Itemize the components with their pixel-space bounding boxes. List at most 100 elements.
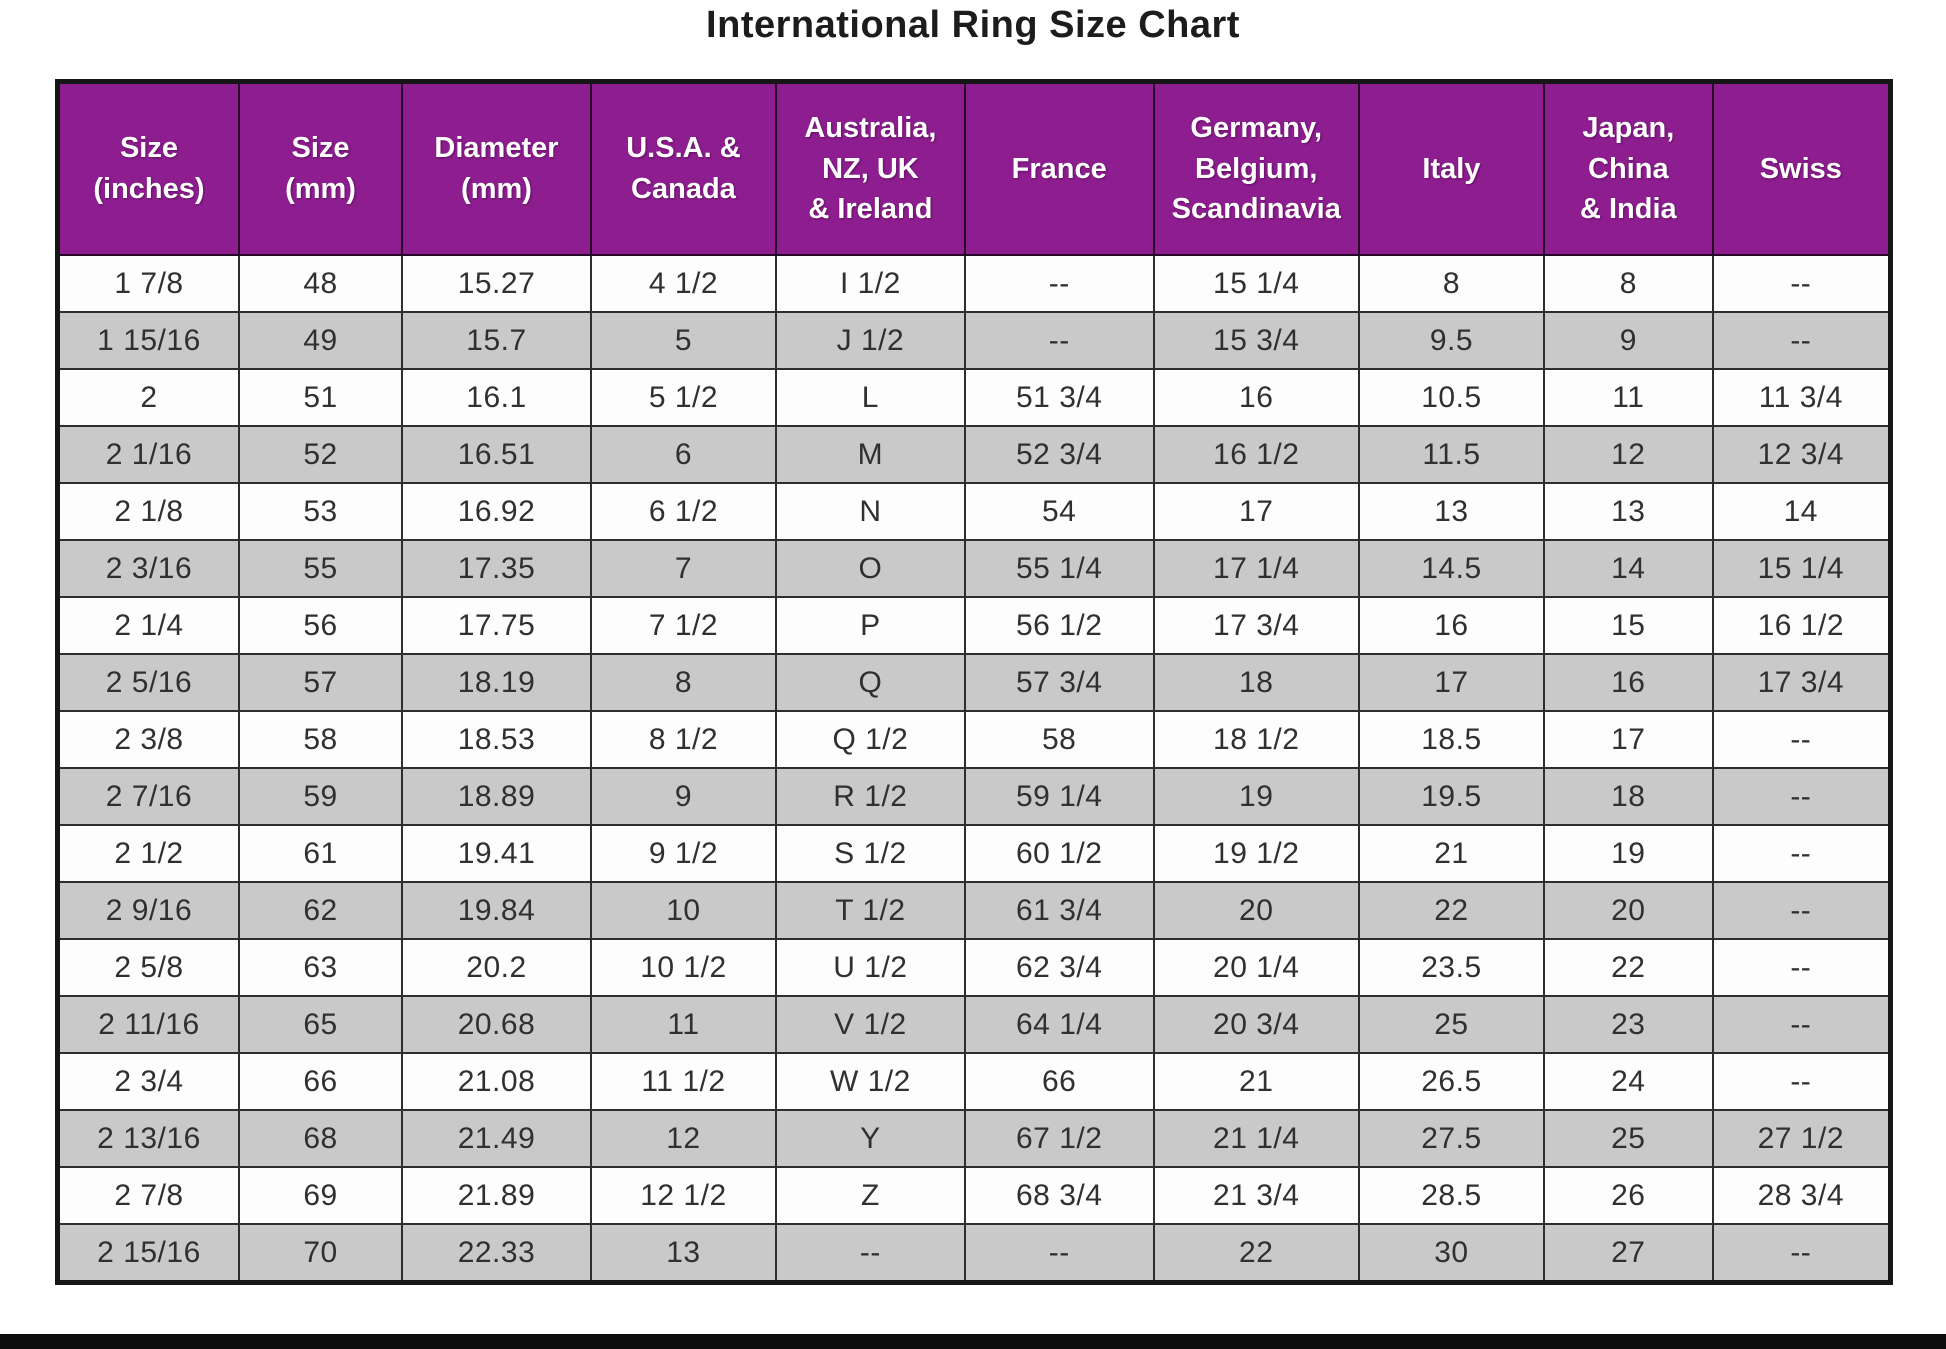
cell-r4-c2: 16.92 (401, 482, 592, 541)
cell-r0-c2: 15.27 (401, 254, 592, 313)
cell-r7-c7: 17 (1357, 653, 1546, 712)
cell-r4-c4: N (775, 482, 966, 541)
cell-r6-c3: 7 1/2 (589, 596, 778, 655)
column-header-4: Australia, NZ, UK & Ireland (775, 80, 966, 256)
cell-r11-c8: 20 (1543, 881, 1714, 940)
cell-r2-c2: 16.1 (401, 368, 592, 427)
cell-r5-c5: 55 1/4 (963, 539, 1155, 598)
cell-r0-c8: 8 (1543, 254, 1714, 313)
cell-r8-c9: -- (1711, 710, 1892, 769)
table-row-12: 2 5/8 63 20.2 10 1/2 U 1/2 62 3/4 20 1/4 23.5 22… (56, 938, 1892, 997)
cell-r16-c7: 28.5 (1357, 1166, 1546, 1225)
bottom-border-bar (0, 1334, 1946, 1349)
cell-r2-c4: L (775, 368, 966, 427)
cell-r11-c0: 2 9/16 (56, 881, 240, 940)
cell-r15-c0: 2 13/16 (56, 1109, 240, 1168)
column-header-7: Italy (1357, 80, 1546, 256)
cell-r4-c0: 2 1/8 (56, 482, 240, 541)
cell-r5-c0: 2 3/16 (56, 539, 240, 598)
cell-r8-c7: 18.5 (1357, 710, 1546, 769)
cell-r15-c2: 21.49 (401, 1109, 592, 1168)
cell-r6-c7: 16 (1357, 596, 1546, 655)
cell-r7-c9: 17 3/4 (1711, 653, 1892, 712)
cell-r6-c1: 56 (237, 596, 404, 655)
cell-r14-c3: 11 1/2 (589, 1052, 778, 1111)
cell-r15-c9: 27 1/2 (1711, 1109, 1892, 1168)
cell-r2-c0: 2 (56, 368, 240, 427)
cell-r5-c1: 55 (237, 539, 404, 598)
cell-r16-c9: 28 3/4 (1711, 1166, 1892, 1225)
cell-r13-c0: 2 11/16 (56, 995, 240, 1054)
cell-r16-c8: 26 (1543, 1166, 1714, 1225)
cell-r5-c9: 15 1/4 (1711, 539, 1892, 598)
cell-r16-c1: 69 (237, 1166, 404, 1225)
cell-r10-c2: 19.41 (401, 824, 592, 883)
cell-r15-c6: 21 1/4 (1152, 1109, 1360, 1168)
cell-r8-c3: 8 1/2 (589, 710, 778, 769)
cell-r12-c1: 63 (237, 938, 404, 997)
cell-r15-c5: 67 1/2 (963, 1109, 1155, 1168)
cell-r3-c4: M (775, 425, 966, 484)
table-row-8: 2 3/8 58 18.53 8 1/2 Q 1/2 58 18 1/2 18.5 17 -- (56, 710, 1892, 769)
cell-r2-c5: 51 3/4 (963, 368, 1155, 427)
cell-r14-c1: 66 (237, 1052, 404, 1111)
cell-r7-c1: 57 (237, 653, 404, 712)
cell-r1-c4: J 1/2 (775, 311, 966, 370)
table-row-11: 2 9/16 62 19.84 10 T 1/2 61 3/4 20 22 20 -- (56, 881, 1892, 940)
cell-r8-c0: 2 3/8 (56, 710, 240, 769)
cell-r3-c5: 52 3/4 (963, 425, 1155, 484)
cell-r1-c5: -- (963, 311, 1155, 370)
cell-r1-c6: 15 3/4 (1152, 311, 1360, 370)
cell-r3-c6: 16 1/2 (1152, 425, 1360, 484)
cell-r17-c1: 70 (237, 1223, 404, 1284)
table-header: Size (inches) Size (mm) Diameter (mm) U.S.A… (56, 80, 1892, 256)
cell-r0-c5: -- (963, 254, 1155, 313)
cell-r13-c2: 20.68 (401, 995, 592, 1054)
cell-r12-c0: 2 5/8 (56, 938, 240, 997)
cell-r0-c7: 8 (1357, 254, 1546, 313)
cell-r4-c8: 13 (1543, 482, 1714, 541)
cell-r8-c1: 58 (237, 710, 404, 769)
cell-r11-c5: 61 3/4 (963, 881, 1155, 940)
cell-r10-c9: -- (1711, 824, 1892, 883)
cell-r5-c3: 7 (589, 539, 778, 598)
cell-r14-c6: 21 (1152, 1052, 1360, 1111)
cell-r12-c4: U 1/2 (775, 938, 966, 997)
cell-r1-c2: 15.7 (401, 311, 592, 370)
cell-r4-c7: 13 (1357, 482, 1546, 541)
cell-r2-c1: 51 (237, 368, 404, 427)
cell-r17-c3: 13 (589, 1223, 778, 1284)
cell-r9-c9: -- (1711, 767, 1892, 826)
table-row-2: 2 51 16.1 5 1/2 L 51 3/4 16 10.5 11 11 3/4 (56, 368, 1892, 427)
cell-r12-c9: -- (1711, 938, 1892, 997)
cell-r15-c3: 12 (589, 1109, 778, 1168)
cell-r3-c1: 52 (237, 425, 404, 484)
cell-r3-c0: 2 1/16 (56, 425, 240, 484)
cell-r16-c5: 68 3/4 (963, 1166, 1155, 1225)
table-row-9: 2 7/16 59 18.89 9 R 1/2 59 1/4 19 19.5 18 -- (56, 767, 1892, 826)
cell-r3-c7: 11.5 (1357, 425, 1546, 484)
cell-r9-c4: R 1/2 (775, 767, 966, 826)
cell-r4-c6: 17 (1152, 482, 1360, 541)
ring-size-table: Size (inches) Size (mm) Diameter (mm) U.S.A… (55, 79, 1893, 1285)
cell-r11-c1: 62 (237, 881, 404, 940)
cell-r11-c2: 19.84 (401, 881, 592, 940)
cell-r10-c7: 21 (1357, 824, 1546, 883)
cell-r8-c4: Q 1/2 (775, 710, 966, 769)
cell-r10-c1: 61 (237, 824, 404, 883)
cell-r13-c5: 64 1/4 (963, 995, 1155, 1054)
cell-r9-c6: 19 (1152, 767, 1360, 826)
cell-r14-c4: W 1/2 (775, 1052, 966, 1111)
cell-r7-c5: 57 3/4 (963, 653, 1155, 712)
cell-r7-c3: 8 (589, 653, 778, 712)
cell-r6-c9: 16 1/2 (1711, 596, 1892, 655)
table-row-6: 2 1/4 56 17.75 7 1/2 P 56 1/2 17 3/4 16 15 16 1/2 (56, 596, 1892, 655)
cell-r12-c3: 10 1/2 (589, 938, 778, 997)
table-row-0: 1 7/8 48 15.27 4 1/2 I 1/2 -- 15 1/4 8 8 -- (56, 254, 1892, 313)
cell-r16-c2: 21.89 (401, 1166, 592, 1225)
cell-r9-c3: 9 (589, 767, 778, 826)
cell-r5-c8: 14 (1543, 539, 1714, 598)
cell-r3-c3: 6 (589, 425, 778, 484)
cell-r12-c5: 62 3/4 (963, 938, 1155, 997)
cell-r0-c1: 48 (237, 254, 404, 313)
